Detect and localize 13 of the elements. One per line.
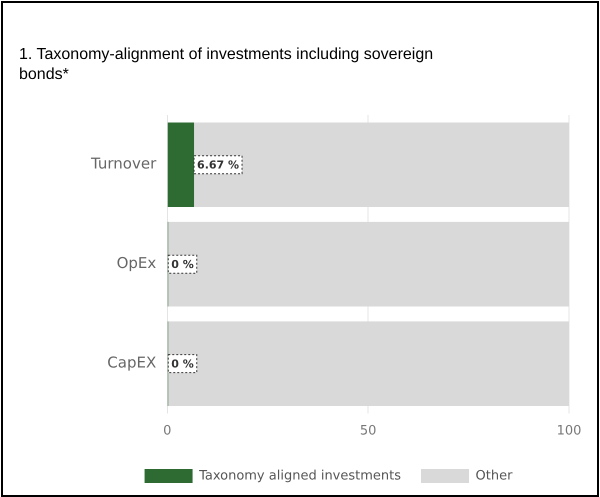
x-tick-label: 50 [360,424,376,439]
y-tick-label: OpEx [116,254,156,272]
data-label: 6.67 % [197,158,240,172]
x-tick-label: 100 [556,424,582,439]
bar [168,122,194,208]
chart-title: 1. Taxonomy-alignment of investments including sovereign bonds* [19,45,434,85]
y-tick-label: CapEX [107,354,156,372]
legend-label: Other [476,468,514,484]
data-label: 0 % [171,258,194,272]
x-tick-label: 0 [163,424,172,439]
legend-label: Taxonomy aligned investments [198,468,402,484]
y-tick-label: Turnover [90,154,158,173]
data-label: 0 % [171,358,194,371]
